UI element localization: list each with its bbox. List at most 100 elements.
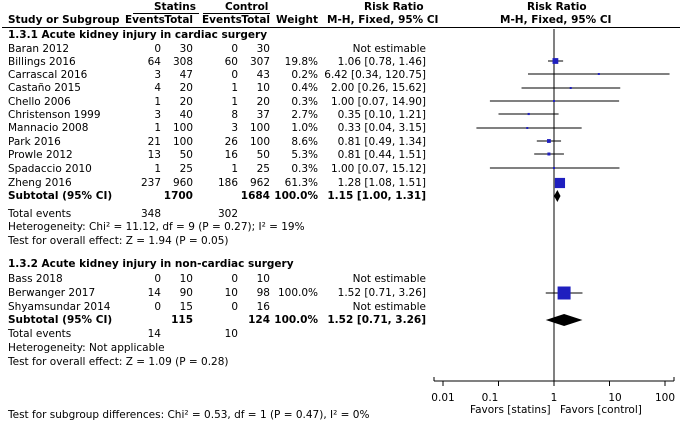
- total-events2: 302: [217, 208, 238, 220]
- risk-ratio-ci: 2.00 [0.26, 15.62]: [330, 82, 426, 94]
- events1: 3: [154, 69, 161, 81]
- weight: 5.3%: [291, 149, 318, 161]
- total2: 307: [249, 56, 270, 68]
- study-name: Castaño 2015: [8, 82, 81, 94]
- events2: 60: [224, 56, 238, 68]
- total2: 50: [256, 149, 270, 161]
- total1: 308: [172, 56, 193, 68]
- study-name: Berwanger 2017: [8, 287, 96, 299]
- subtotal-total1: 1700: [163, 190, 193, 202]
- method-right-col-header: M-H, Fixed, 95% CI: [500, 14, 612, 26]
- risk-ratio-ci: 1.28 [1.08, 1.51]: [337, 177, 426, 189]
- risk-ratio-right-header: Risk Ratio: [527, 1, 587, 13]
- total1: 90: [179, 287, 193, 299]
- events2: 1: [231, 82, 238, 94]
- events1: 0: [154, 43, 161, 55]
- study-name: Baran 2012: [8, 43, 70, 55]
- risk-ratio-ci: 1.00 [0.07, 14.90]: [330, 96, 426, 108]
- total2-col-header: Total: [241, 14, 270, 26]
- events2: 0: [231, 273, 238, 285]
- total2: 20: [256, 96, 270, 108]
- total1: 100: [172, 136, 193, 148]
- heterogeneity-text: Heterogeneity: Chi² = 11.12, df = 9 (P =…: [8, 221, 305, 233]
- heterogeneity-text: Heterogeneity: Not applicable: [8, 342, 165, 354]
- weight: 0.2%: [291, 69, 318, 81]
- subtotal-total2: 124: [248, 314, 270, 326]
- weight: 2.7%: [291, 109, 318, 121]
- total-events1: 14: [147, 328, 161, 340]
- events2: 186: [217, 177, 238, 189]
- total-events1: 348: [140, 208, 161, 220]
- axis-tick-label: 0.01: [431, 392, 455, 404]
- favors-statins-label: Favors [statins]: [470, 404, 551, 416]
- risk-ratio-ci: 1.52 [0.71, 3.26]: [337, 287, 426, 299]
- risk-ratio-ci: 1.06 [0.78, 1.46]: [337, 56, 426, 68]
- events1: 0: [154, 273, 161, 285]
- study-name: Spadaccio 2010: [8, 163, 92, 175]
- total1: 960: [172, 177, 193, 189]
- events2: 16: [224, 149, 238, 161]
- axis-tick-label: 100: [654, 392, 676, 404]
- method-col-header: M-H, Fixed, 95% CI: [327, 14, 439, 26]
- events1: 13: [147, 149, 161, 161]
- study-name: Mannacio 2008: [8, 122, 89, 134]
- header-rule: [2, 27, 680, 28]
- study-col-header: Study or Subgroup: [8, 14, 120, 26]
- statins-underline: [133, 13, 199, 14]
- total2: 16: [256, 301, 270, 313]
- events2: 10: [224, 287, 238, 299]
- overall-effect-text: Test for overall effect: Z = 1.94 (P = 0…: [8, 235, 229, 247]
- total1: 47: [179, 69, 193, 81]
- total2: 98: [256, 287, 270, 299]
- point-estimate: [552, 58, 559, 64]
- weight: 61.3%: [284, 177, 318, 189]
- axis-tick-label: 10: [608, 392, 622, 404]
- total2: 37: [256, 109, 270, 121]
- point-estimate: [557, 286, 571, 300]
- point-estimate: [526, 127, 529, 129]
- total1: 40: [179, 109, 193, 121]
- risk-ratio-ci: 0.33 [0.04, 3.15]: [337, 122, 426, 134]
- risk-ratio-ci: 1.00 [0.07, 15.12]: [330, 163, 426, 175]
- events1: 1: [154, 96, 161, 108]
- risk-ratio-ci: 0.81 [0.49, 1.34]: [337, 136, 426, 148]
- total2: 10: [256, 82, 270, 94]
- events2: 3: [231, 122, 238, 134]
- risk-ratio-ci: Not estimable: [352, 301, 426, 313]
- weight: 0.3%: [291, 163, 318, 175]
- subtotal-ci: 1.15 [1.00, 1.31]: [327, 190, 426, 202]
- events1: 0: [154, 301, 161, 313]
- total-events-label: Total events: [8, 328, 72, 340]
- total1-col-header: Total: [164, 14, 193, 26]
- weight-col-header: Weight: [276, 14, 318, 26]
- total1: 100: [172, 122, 193, 134]
- study-name: Bass 2018: [8, 273, 63, 285]
- risk-ratio-ci: Not estimable: [352, 43, 426, 55]
- events2: 8: [231, 109, 238, 121]
- control-header: Control: [225, 1, 269, 13]
- study-name: Zheng 2016: [8, 177, 72, 189]
- total2: 962: [249, 177, 270, 189]
- events2-col-header: Events: [202, 14, 242, 26]
- events1: 4: [154, 82, 161, 94]
- study-name: Prowle 2012: [8, 149, 73, 161]
- events2: 1: [231, 163, 238, 175]
- events1: 3: [154, 109, 161, 121]
- risk-ratio-ci: 0.35 [0.10, 1.21]: [337, 109, 426, 121]
- total2: 100: [249, 122, 270, 134]
- events1: 237: [140, 177, 161, 189]
- weight: 19.8%: [284, 56, 318, 68]
- point-estimate: [569, 87, 572, 89]
- favors-control-label: Favors [control]: [560, 404, 642, 416]
- study-name: Park 2016: [8, 136, 61, 148]
- events2: 1: [231, 96, 238, 108]
- total1: 50: [179, 149, 193, 161]
- weight: 8.6%: [291, 136, 318, 148]
- total1: 30: [179, 43, 193, 55]
- point-estimate: [553, 100, 555, 102]
- risk-ratio-ci: 6.42 [0.34, 120.75]: [324, 69, 426, 81]
- total2: 10: [256, 273, 270, 285]
- subgroup-title: 1.3.2 Acute kidney injury in non-cardiac…: [8, 258, 294, 270]
- weight: 0.4%: [291, 82, 318, 94]
